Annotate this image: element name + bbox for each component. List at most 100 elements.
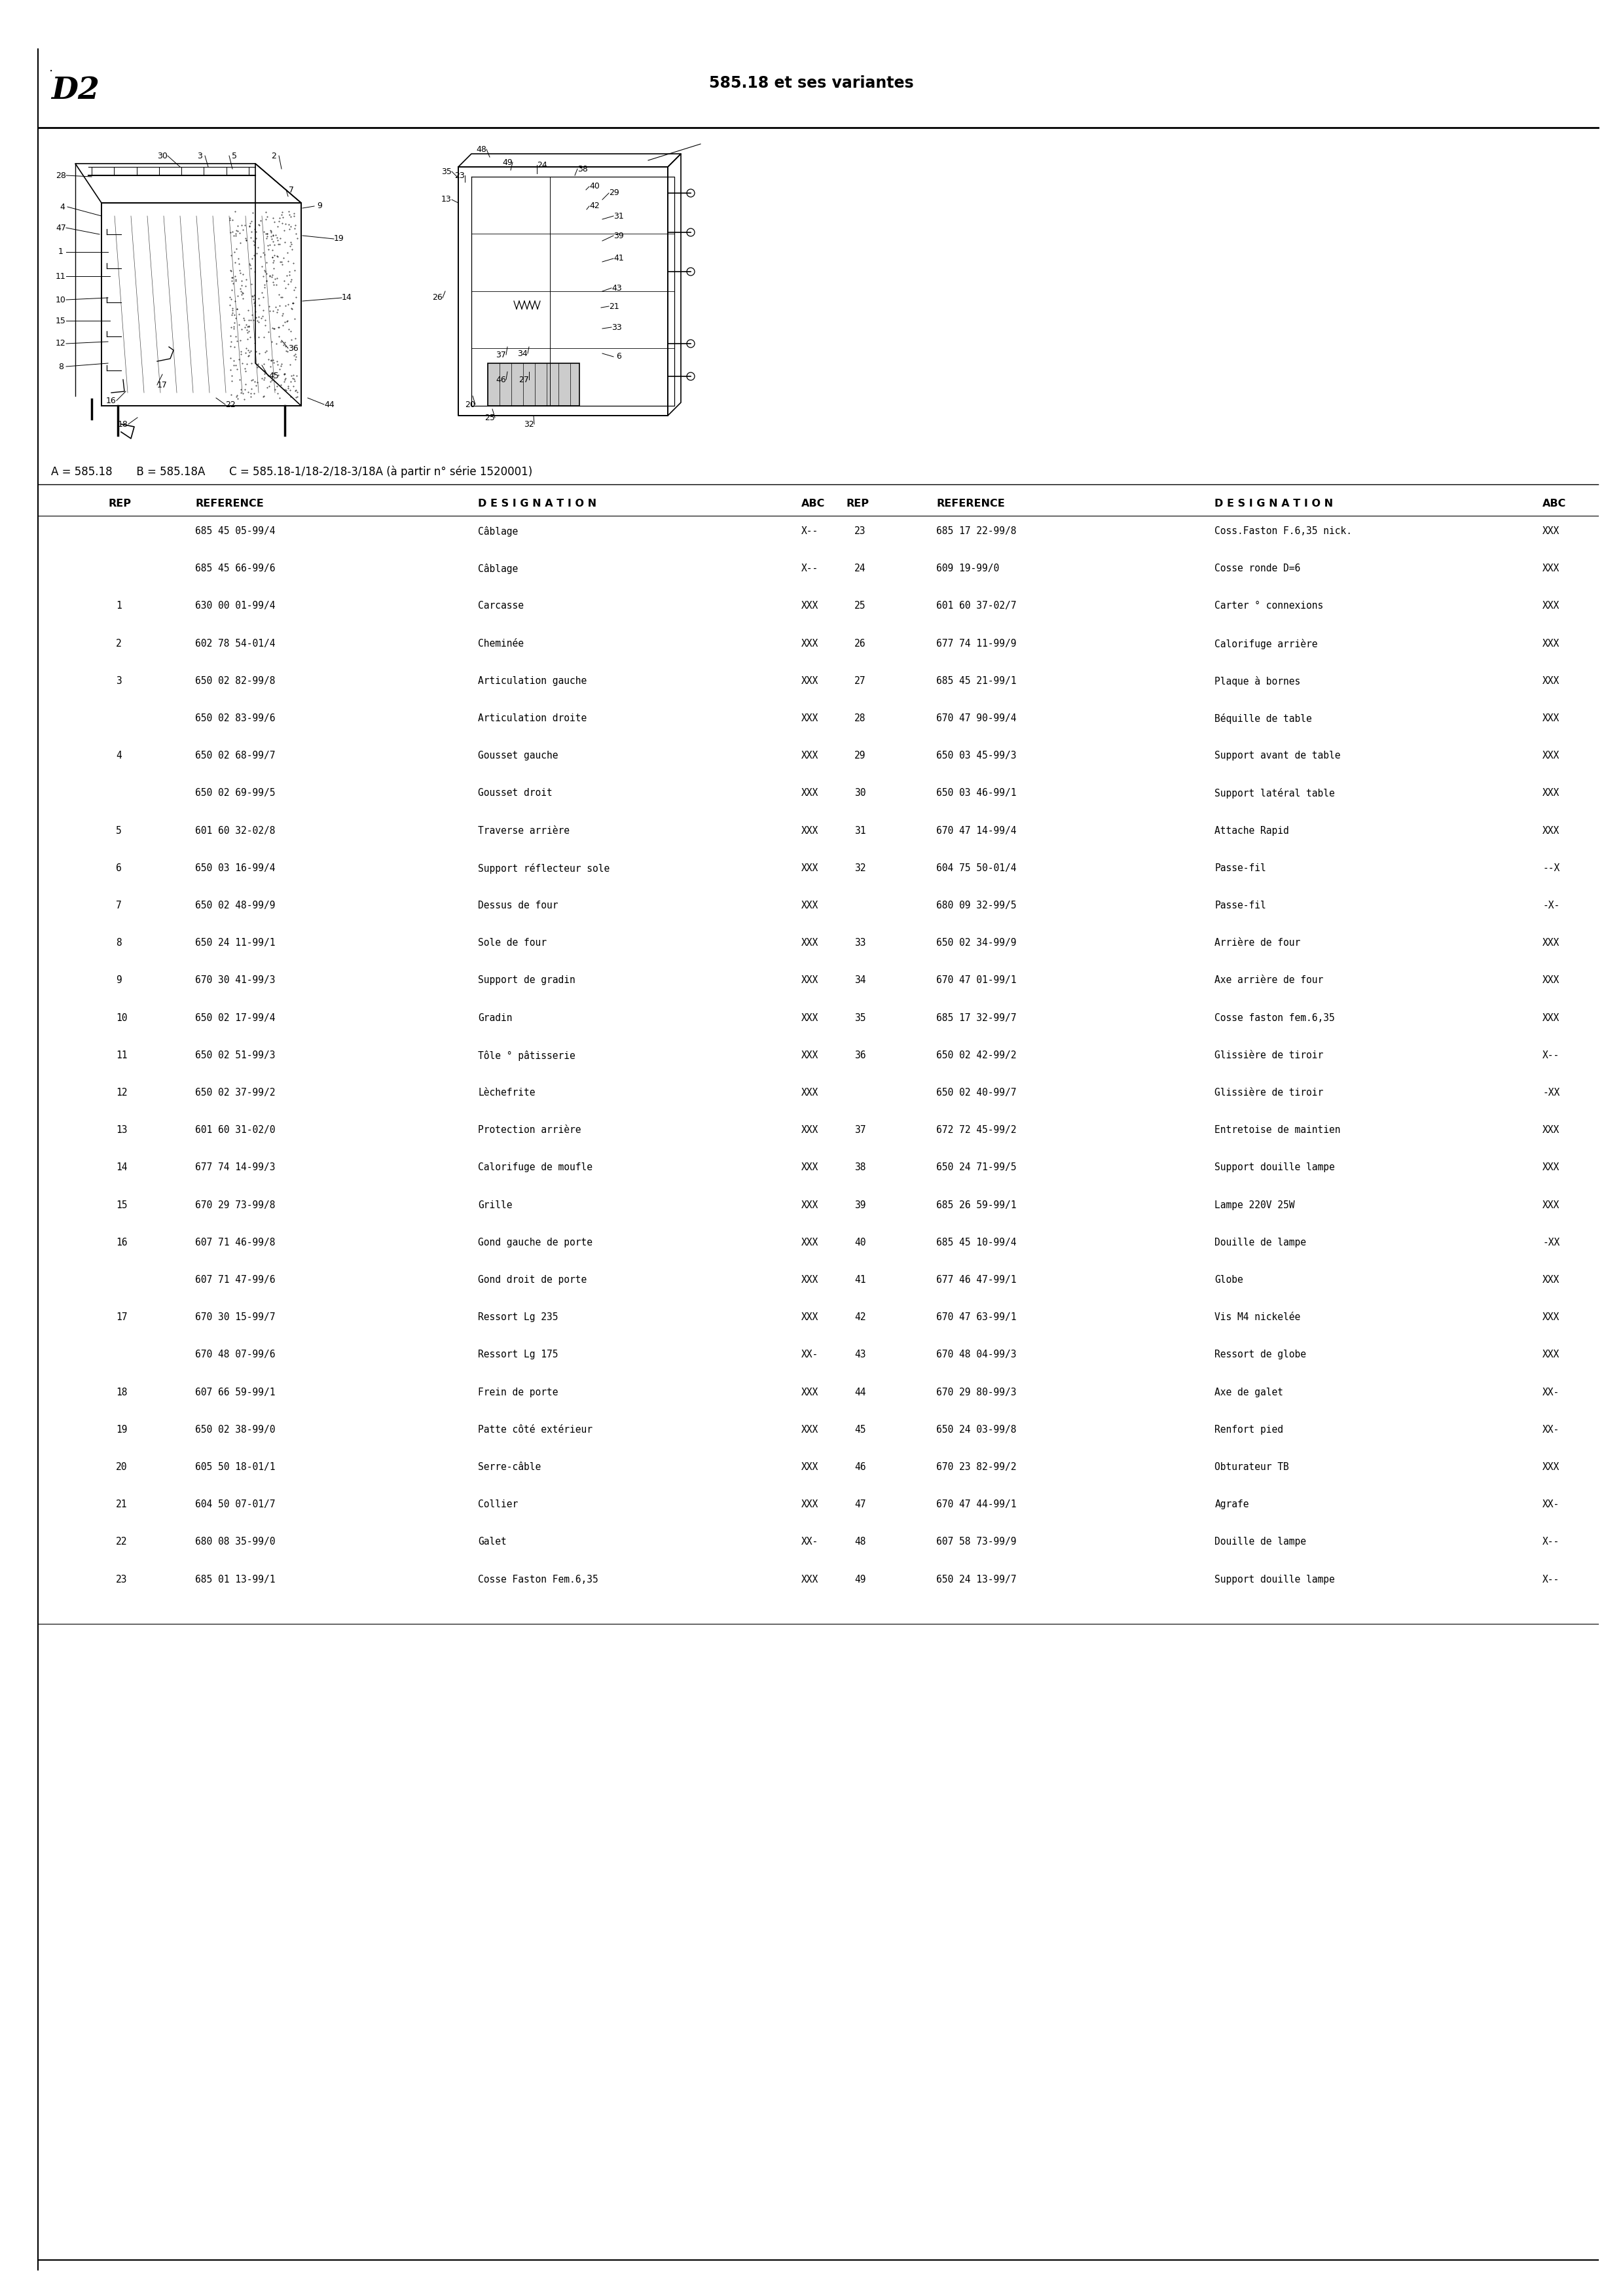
Text: 650 02 37-99/2: 650 02 37-99/2	[195, 1088, 276, 1097]
Point	[271, 363, 297, 400]
Text: 35: 35	[854, 1013, 865, 1022]
Point	[234, 312, 260, 349]
Point	[232, 207, 258, 243]
Text: XXX: XXX	[802, 1201, 818, 1210]
Point	[222, 262, 248, 298]
Text: 604 75 50-01/4: 604 75 50-01/4	[936, 863, 1016, 872]
Text: Coss.Faston F.6,35 nick.: Coss.Faston F.6,35 nick.	[1214, 526, 1352, 535]
Text: 609 19-99/0: 609 19-99/0	[936, 563, 1000, 574]
Text: 1: 1	[58, 248, 63, 257]
Point	[274, 285, 300, 321]
Text: 585.18 et ses variantes: 585.18 et ses variantes	[709, 76, 914, 92]
Text: 685 45 21-99/1: 685 45 21-99/1	[936, 675, 1016, 687]
Text: 19: 19	[334, 234, 344, 243]
Point	[269, 280, 295, 317]
Point	[278, 225, 304, 262]
Text: 650 02 17-99/4: 650 02 17-99/4	[195, 1013, 276, 1022]
Point	[250, 379, 276, 416]
Point	[240, 195, 266, 232]
Text: Ressort Lg 235: Ressort Lg 235	[479, 1313, 558, 1322]
Point	[229, 262, 255, 298]
Point	[247, 207, 273, 243]
Point	[230, 276, 256, 312]
Text: XXX: XXX	[1542, 1013, 1560, 1022]
Point	[261, 310, 287, 347]
Point	[239, 296, 265, 333]
Point	[279, 285, 305, 321]
Text: XXX: XXX	[1542, 1125, 1560, 1134]
Point	[237, 246, 263, 282]
Text: 4: 4	[115, 751, 122, 760]
Text: 7: 7	[115, 900, 122, 912]
Point	[227, 253, 253, 289]
Point	[279, 321, 305, 358]
Point	[276, 193, 302, 230]
Text: 41: 41	[613, 255, 623, 262]
Text: XXX: XXX	[1542, 1463, 1560, 1472]
Text: REP: REP	[109, 498, 131, 507]
Point	[256, 257, 282, 294]
Text: 23: 23	[854, 526, 865, 535]
Point	[219, 259, 245, 296]
Point	[253, 333, 279, 370]
Text: Obturateur TB: Obturateur TB	[1214, 1463, 1289, 1472]
Point	[222, 298, 248, 335]
Point	[240, 241, 266, 278]
Text: 650 24 13-99/7: 650 24 13-99/7	[936, 1575, 1016, 1584]
Point	[219, 259, 245, 296]
Text: Axe arrière de four: Axe arrière de four	[1214, 976, 1323, 985]
Point	[219, 271, 245, 308]
Point	[278, 379, 304, 416]
Point	[222, 303, 248, 340]
Point	[282, 278, 308, 315]
Point	[253, 370, 279, 406]
Text: 14: 14	[342, 294, 352, 303]
Point	[239, 344, 265, 381]
Text: 2: 2	[115, 638, 122, 647]
Point	[248, 298, 274, 335]
Text: 3: 3	[115, 675, 122, 687]
Point	[279, 358, 305, 395]
Text: XXX: XXX	[1542, 1201, 1560, 1210]
Text: 685 17 22-99/8: 685 17 22-99/8	[936, 526, 1016, 535]
Point	[248, 360, 274, 397]
Text: XXX: XXX	[802, 863, 818, 872]
Text: ·: ·	[49, 67, 54, 78]
Text: XXX: XXX	[802, 1238, 818, 1247]
Text: XXX: XXX	[1542, 1274, 1560, 1286]
Point	[266, 317, 292, 354]
Point	[250, 360, 276, 397]
Text: 7: 7	[289, 186, 294, 195]
Text: 26: 26	[854, 638, 865, 647]
Point	[250, 377, 276, 413]
Point	[232, 220, 258, 257]
Point	[234, 305, 260, 342]
Text: REP: REP	[847, 498, 870, 507]
Text: ABC: ABC	[1542, 498, 1566, 507]
Text: Plaque à bornes: Plaque à bornes	[1214, 675, 1300, 687]
Text: 650 02 42-99/2: 650 02 42-99/2	[936, 1049, 1016, 1061]
Point	[256, 340, 282, 377]
Point	[269, 200, 295, 236]
Text: 28: 28	[854, 714, 865, 723]
Point	[224, 289, 250, 326]
Point	[222, 347, 248, 383]
Point	[258, 349, 284, 386]
Text: 650 03 16-99/4: 650 03 16-99/4	[195, 863, 276, 872]
Point	[255, 216, 281, 253]
Point	[260, 216, 286, 253]
Text: Cosse ronde D=6: Cosse ronde D=6	[1214, 563, 1300, 574]
Point	[274, 257, 300, 294]
Point	[239, 370, 265, 406]
Point	[243, 220, 269, 257]
Point	[232, 365, 258, 402]
Text: 32: 32	[854, 863, 865, 872]
Text: 680 08 35-99/0: 680 08 35-99/0	[195, 1536, 276, 1548]
Point	[268, 243, 294, 280]
Point	[247, 287, 273, 324]
Text: 670 29 80-99/3: 670 29 80-99/3	[936, 1387, 1016, 1396]
Text: 38: 38	[854, 1162, 865, 1173]
Text: Sole de four: Sole de four	[479, 939, 547, 948]
Text: 10: 10	[55, 296, 67, 303]
Text: 23: 23	[454, 172, 464, 179]
